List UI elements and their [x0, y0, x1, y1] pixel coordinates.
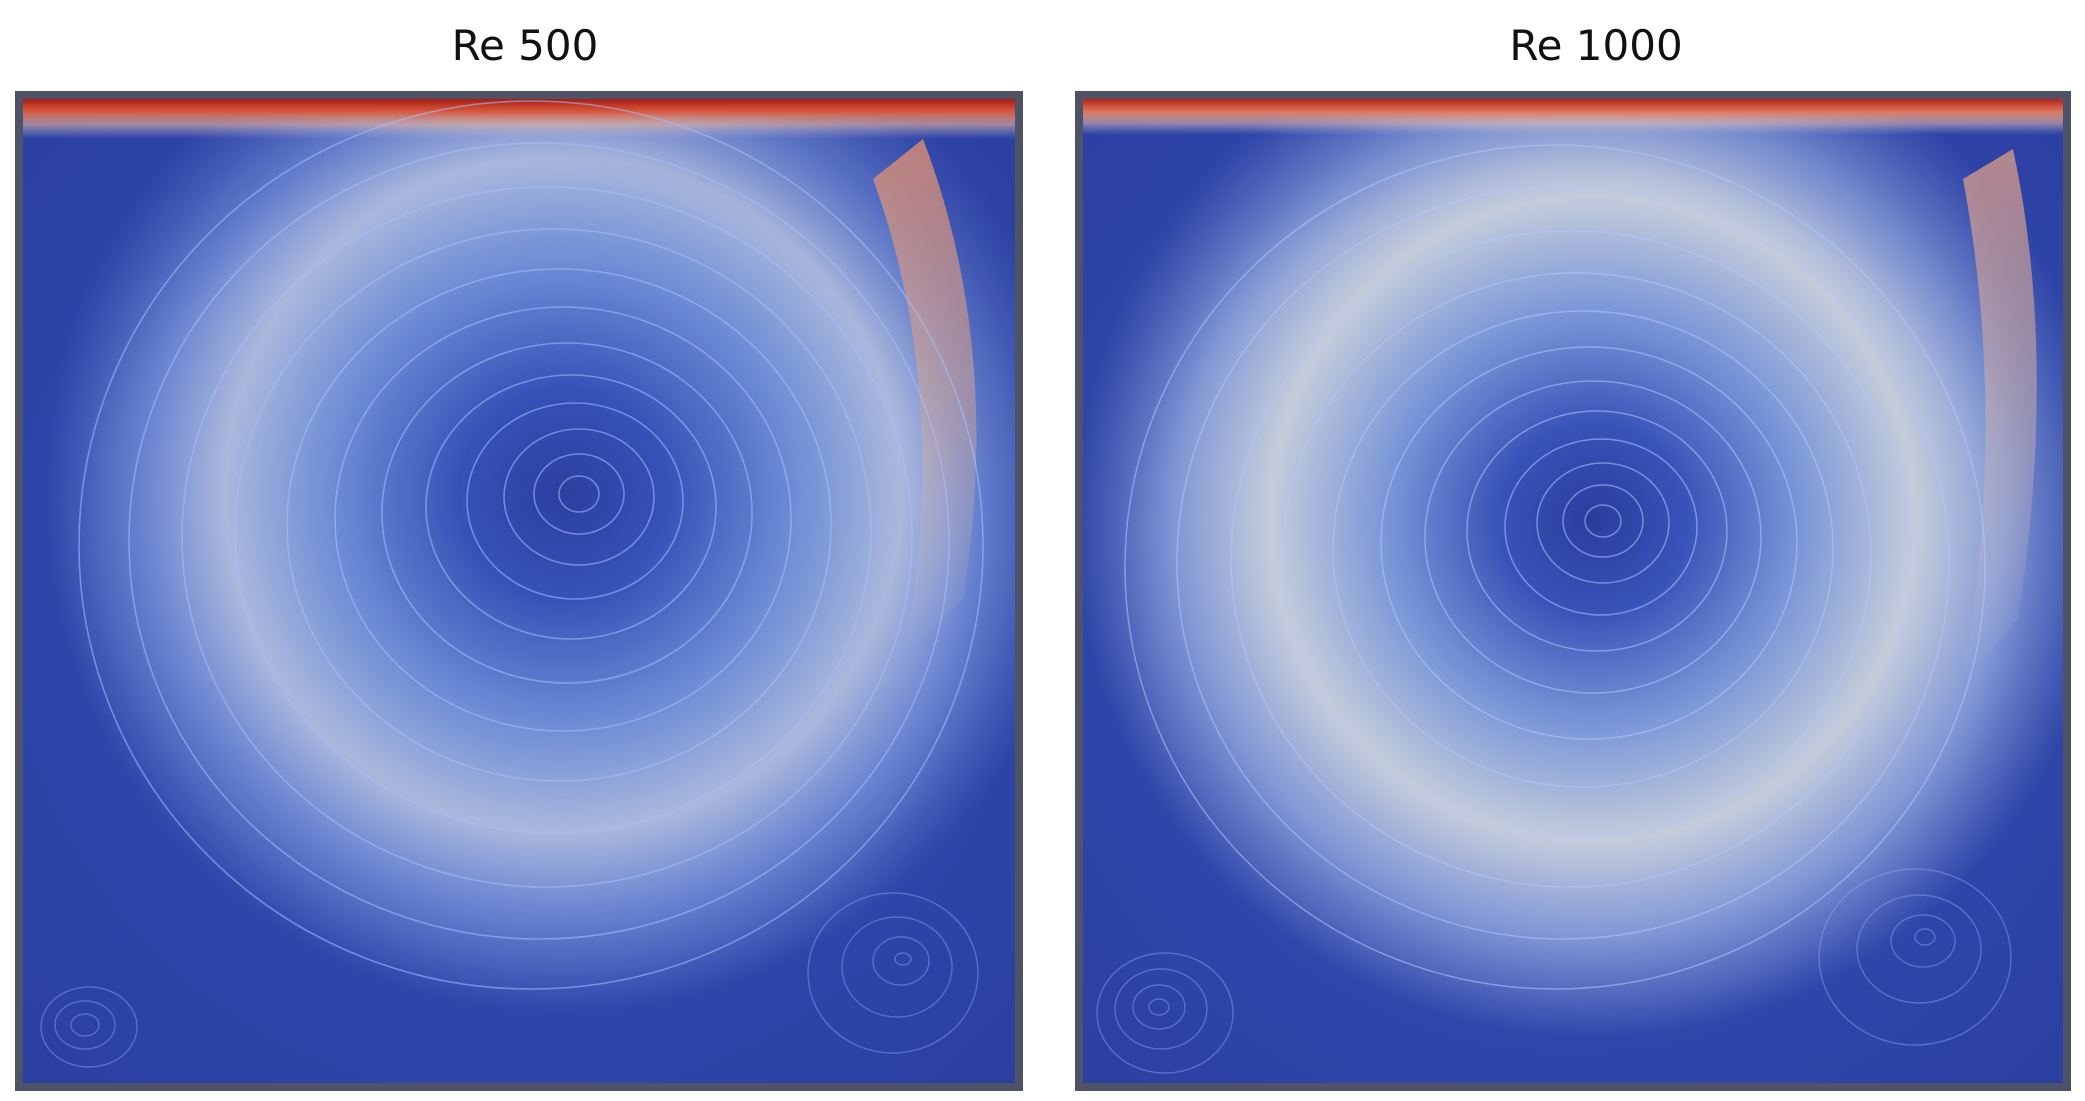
panel-title-re-500: Re 500 — [451, 21, 599, 70]
cavity-plot-re-1000 — [1075, 91, 2071, 1091]
cavity-plot-re-500 — [15, 91, 1023, 1091]
streamline-field-re-1000 — [1083, 99, 2063, 1083]
streamline-field-re-500 — [23, 99, 1015, 1083]
panel-title-re-1000: Re 1000 — [1509, 21, 1683, 70]
